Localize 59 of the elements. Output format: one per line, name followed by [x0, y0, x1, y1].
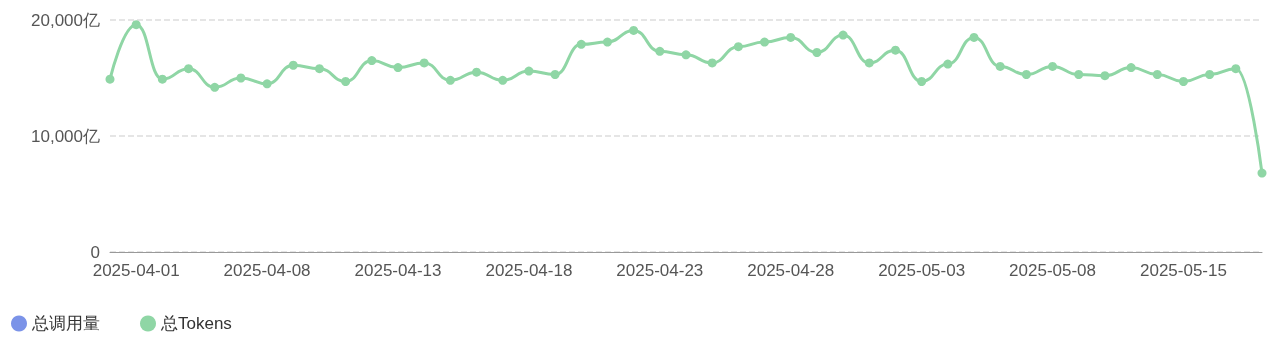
point	[184, 64, 194, 74]
point	[445, 75, 455, 85]
point	[812, 47, 822, 57]
x-tick-label: 2025-05-15	[1139, 261, 1227, 280]
x-tick-label: 2025-05-03	[878, 261, 966, 280]
point	[917, 76, 927, 86]
legend-label: 总Tokens	[160, 314, 232, 333]
point	[1205, 70, 1215, 80]
point	[1048, 61, 1058, 71]
point	[786, 32, 796, 42]
legend-label: 总调用量	[31, 314, 100, 333]
point	[838, 30, 848, 40]
point	[1126, 63, 1136, 73]
point	[890, 45, 900, 55]
point	[1257, 168, 1267, 178]
point	[367, 56, 377, 66]
point	[1100, 71, 1110, 81]
point	[157, 74, 167, 84]
point	[602, 37, 612, 47]
point	[1074, 70, 1084, 80]
point	[1021, 70, 1031, 80]
point	[733, 42, 743, 52]
point	[1152, 70, 1162, 80]
point	[131, 20, 141, 30]
point	[969, 32, 979, 42]
point	[210, 82, 220, 92]
y-tick-label: 20,000亿	[31, 10, 100, 30]
point	[288, 60, 298, 70]
point	[1178, 76, 1188, 86]
point	[1231, 64, 1241, 74]
x-tick-label: 2025-04-18	[485, 261, 573, 280]
y-tick-label: 10,000亿	[31, 126, 100, 146]
point	[524, 66, 534, 76]
x-tick-label: 2025-04-08	[223, 261, 311, 280]
point	[341, 76, 351, 86]
x-tick-label: 2025-04-28	[747, 261, 835, 280]
point	[655, 46, 665, 56]
point	[262, 79, 272, 89]
point	[995, 61, 1005, 71]
x-tick-label: 2025-04-23	[616, 261, 704, 280]
point	[629, 25, 639, 35]
point	[550, 70, 560, 80]
x-tick-label: 2025-04-01	[92, 261, 180, 280]
point	[498, 75, 508, 85]
point	[236, 73, 246, 83]
point	[864, 58, 874, 68]
point	[393, 63, 403, 73]
y-tick-label: 0	[90, 242, 100, 262]
point	[760, 37, 770, 47]
point	[943, 59, 953, 69]
point	[105, 74, 115, 84]
point	[707, 58, 717, 68]
point	[314, 64, 324, 74]
point	[419, 58, 429, 68]
point	[681, 50, 691, 60]
point	[576, 39, 586, 49]
x-tick-label: 2025-04-13	[354, 261, 442, 280]
x-tick-label: 2025-05-08	[1009, 261, 1097, 280]
point	[472, 67, 482, 77]
